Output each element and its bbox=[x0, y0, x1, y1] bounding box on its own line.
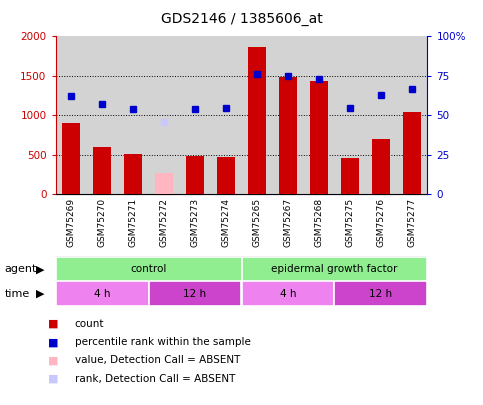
Bar bbox=[124, 154, 142, 194]
Text: GSM75270: GSM75270 bbox=[98, 198, 107, 247]
Bar bbox=[279, 77, 297, 194]
Bar bbox=[248, 47, 266, 194]
Text: GSM75271: GSM75271 bbox=[128, 198, 138, 247]
Text: percentile rank within the sample: percentile rank within the sample bbox=[75, 337, 251, 347]
Bar bbox=[310, 81, 328, 194]
Text: GSM75275: GSM75275 bbox=[345, 198, 355, 247]
Text: 12 h: 12 h bbox=[184, 289, 207, 298]
Bar bbox=[149, 281, 242, 306]
Text: GDS2146 / 1385606_at: GDS2146 / 1385606_at bbox=[161, 12, 322, 26]
Bar bbox=[334, 281, 427, 306]
Text: 12 h: 12 h bbox=[369, 289, 393, 298]
Text: time: time bbox=[5, 289, 30, 298]
Bar bbox=[372, 139, 390, 194]
Text: 4 h: 4 h bbox=[94, 289, 110, 298]
Text: ■: ■ bbox=[48, 319, 59, 329]
Text: count: count bbox=[75, 319, 104, 329]
Text: GSM75272: GSM75272 bbox=[159, 198, 169, 247]
Text: 4 h: 4 h bbox=[280, 289, 296, 298]
Text: GSM75265: GSM75265 bbox=[253, 198, 261, 247]
Bar bbox=[155, 173, 173, 194]
Text: value, Detection Call = ABSENT: value, Detection Call = ABSENT bbox=[75, 356, 240, 365]
Bar bbox=[56, 281, 149, 306]
Text: GSM75273: GSM75273 bbox=[190, 198, 199, 247]
Text: rank, Detection Call = ABSENT: rank, Detection Call = ABSENT bbox=[75, 374, 235, 384]
Bar bbox=[93, 147, 112, 194]
Text: ▶: ▶ bbox=[36, 264, 45, 274]
Bar bbox=[341, 158, 359, 194]
Text: GSM75268: GSM75268 bbox=[314, 198, 324, 247]
Bar bbox=[242, 257, 427, 281]
Bar bbox=[56, 257, 242, 281]
Text: control: control bbox=[130, 264, 167, 274]
Bar bbox=[62, 123, 80, 194]
Bar bbox=[217, 157, 235, 194]
Bar bbox=[242, 281, 334, 306]
Bar bbox=[403, 112, 421, 194]
Text: GSM75274: GSM75274 bbox=[222, 198, 230, 247]
Text: ■: ■ bbox=[48, 374, 59, 384]
Text: GSM75277: GSM75277 bbox=[408, 198, 416, 247]
Text: ▶: ▶ bbox=[36, 289, 45, 298]
Bar bbox=[186, 156, 204, 194]
Text: GSM75267: GSM75267 bbox=[284, 198, 293, 247]
Text: GSM75269: GSM75269 bbox=[67, 198, 75, 247]
Text: agent: agent bbox=[5, 264, 37, 274]
Text: GSM75276: GSM75276 bbox=[376, 198, 385, 247]
Text: ■: ■ bbox=[48, 356, 59, 365]
Text: ■: ■ bbox=[48, 337, 59, 347]
Text: epidermal growth factor: epidermal growth factor bbox=[271, 264, 398, 274]
